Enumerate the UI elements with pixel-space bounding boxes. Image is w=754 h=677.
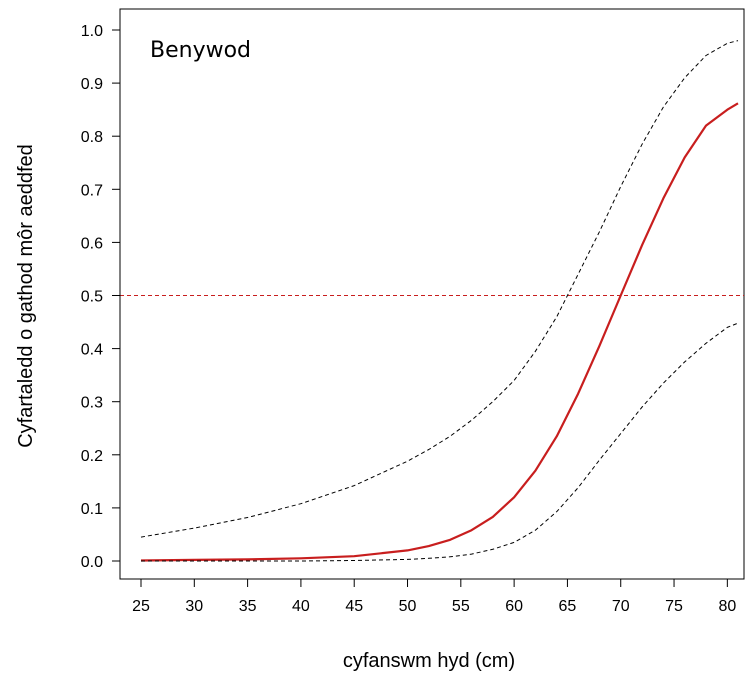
x-axis: 25 30 35 40 45 50 55 60 65 70 75 80: [132, 578, 736, 615]
x-axis-title: cyfanswm hyd (cm): [343, 650, 515, 672]
y-tick-label: 0.2: [81, 448, 103, 465]
y-tick-label: 1.0: [81, 23, 103, 40]
x-tick-label: 45: [345, 598, 363, 615]
x-tick-label: 40: [292, 598, 310, 615]
x-tick-label: 55: [452, 598, 470, 615]
plot-frame: [119, 8, 745, 580]
x-tick-label: 70: [612, 598, 630, 615]
x-tick-label: 75: [665, 598, 683, 615]
x-tick-label: 60: [505, 598, 523, 615]
y-tick-label: 0.1: [81, 501, 103, 518]
y-axis: 0.0 0.1 0.2 0.3 0.4 0.5 0.6 0.7 0.8 0.9 1.0: [81, 23, 121, 571]
x-tick-label: 80: [718, 598, 736, 615]
confidence-bound-line-1: [140, 40, 739, 538]
y-tick-label: 0.4: [81, 342, 103, 359]
y-tick-label: 0.7: [81, 182, 103, 199]
series-group: [140, 40, 739, 562]
y-tick-label: 0.3: [81, 395, 103, 412]
panel-label: Benywod: [150, 38, 251, 63]
x-tick-label: 25: [132, 598, 150, 615]
x-tick-label: 50: [399, 598, 417, 615]
fitted-curve-line: [140, 102, 739, 562]
x-tick-label: 30: [185, 598, 203, 615]
y-tick-label: 0.8: [81, 129, 103, 146]
y-axis-title: Cyfartaledd o gathod môr aeddfed: [15, 144, 37, 448]
y-tick-label: 0.6: [81, 235, 103, 252]
confidence-bound-line-2: [141, 322, 739, 562]
x-tick-label: 35: [239, 598, 257, 615]
y-tick-label: 0.9: [81, 76, 103, 93]
y-tick-label: 0.5: [81, 289, 103, 306]
x-tick-label: 65: [559, 598, 577, 615]
y-tick-label: 0.0: [81, 554, 103, 571]
